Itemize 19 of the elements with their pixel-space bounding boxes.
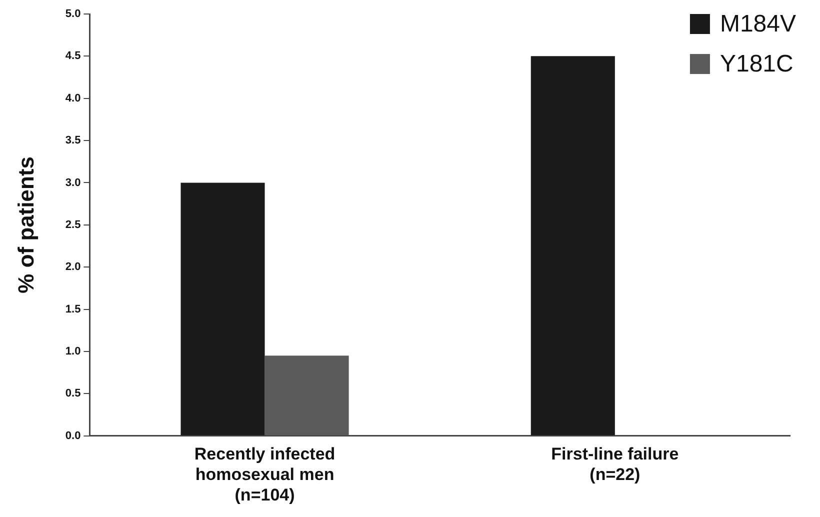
y-tick-label: 1.5 bbox=[65, 303, 81, 316]
bar bbox=[180, 182, 265, 436]
x-tick-label: First-line failure (n=22) bbox=[551, 444, 679, 484]
x-tick-label: Recently infected homosexual men (n=104) bbox=[194, 444, 336, 504]
bar bbox=[530, 56, 615, 436]
bar bbox=[264, 356, 349, 436]
legend-label: Y181C bbox=[720, 50, 794, 78]
y-tick-label: 5.0 bbox=[65, 8, 81, 20]
y-tick-label: 4.0 bbox=[65, 92, 81, 104]
y-tick-label: 2.5 bbox=[65, 218, 81, 231]
y-tick-label: 0.0 bbox=[65, 430, 81, 442]
y-tick-label: 3.0 bbox=[65, 176, 81, 189]
y-tick-label: 2.0 bbox=[65, 261, 81, 274]
y-tick-label: 4.5 bbox=[65, 50, 81, 62]
y-tick-label: 1.0 bbox=[65, 345, 81, 358]
y-tick-label: 0.5 bbox=[65, 388, 81, 400]
legend-label: M184V bbox=[720, 10, 796, 38]
y-axis-title: % of patients bbox=[13, 156, 38, 294]
y-tick-label: 3.5 bbox=[65, 134, 81, 147]
